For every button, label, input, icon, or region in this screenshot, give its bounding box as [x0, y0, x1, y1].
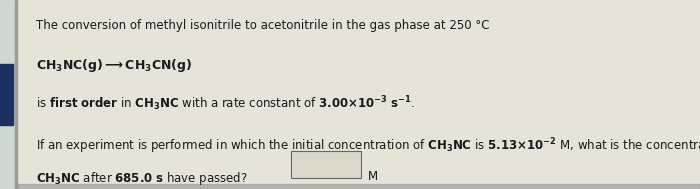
- Bar: [15, 0, 17, 189]
- Bar: [18, 184, 700, 189]
- Bar: [290, 151, 360, 178]
- Text: $\mathregular{CH_3NC(g){\longrightarrow}CH_3CN(g)}$: $\mathregular{CH_3NC(g){\longrightarrow}…: [36, 57, 193, 74]
- Text: If an experiment is performed in which the initial concentration of $\mathbf{CH_: If an experiment is performed in which t…: [36, 136, 700, 156]
- Text: M: M: [368, 170, 377, 183]
- Text: The conversion of methyl isonitrile to acetonitrile in the gas phase at 250 °C: The conversion of methyl isonitrile to a…: [36, 19, 490, 32]
- Text: $\mathbf{CH_3NC}$ after $\mathbf{685.0\ s}$ have passed?: $\mathbf{CH_3NC}$ after $\mathbf{685.0\ …: [36, 170, 248, 187]
- Bar: [0, 64, 13, 125]
- Text: is $\mathbf{first\ order}$ in $\mathbf{CH_3NC}$ with a rate constant of $\mathbf: is $\mathbf{first\ order}$ in $\mathbf{C…: [36, 94, 416, 113]
